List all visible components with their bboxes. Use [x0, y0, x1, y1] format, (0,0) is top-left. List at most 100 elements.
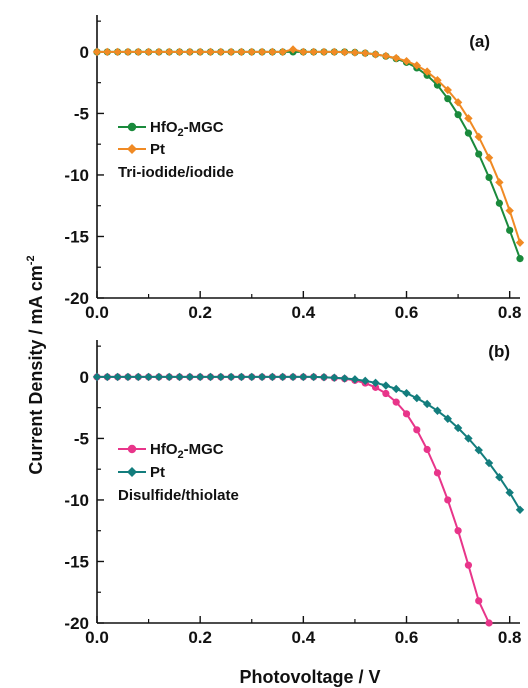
- data-point-b-pt: [206, 372, 215, 382]
- x-tick-label-b: 0.2: [188, 628, 212, 647]
- data-point-b-hfo2-mgc: [413, 426, 421, 434]
- data-point-b-pt: [123, 372, 133, 382]
- data-point-a-pt: [330, 47, 339, 57]
- y-tick-label-a: 0: [80, 43, 89, 62]
- legend-b-hfo2-marker: [127, 444, 137, 454]
- data-point-a-pt: [237, 47, 246, 57]
- legend-a-hfo2-label: HfO2-MGC: [150, 119, 224, 139]
- data-point-b-pt: [226, 372, 236, 382]
- data-point-a-pt: [154, 47, 164, 57]
- data-point-a-pt: [361, 48, 370, 58]
- panel-b-legend: HfO2-MGC Pt Disulfide/thiolate: [118, 441, 239, 504]
- data-point-a-pt: [299, 47, 308, 57]
- data-point-a-pt: [278, 47, 287, 57]
- data-point-a-pt: [443, 85, 452, 95]
- data-point-b-pt: [319, 372, 329, 382]
- data-point-b-pt: [484, 458, 494, 468]
- data-point-b-pt: [381, 381, 391, 390]
- y-tick-label-a: -10: [64, 166, 89, 185]
- data-point-b-pt: [422, 399, 432, 409]
- data-point-a-pt: [495, 178, 504, 187]
- data-point-a-hfo2-mgc: [485, 173, 493, 182]
- data-point-a-pt: [257, 47, 267, 57]
- data-point-b-pt: [433, 406, 442, 415]
- y-tick-label-b: -5: [74, 429, 89, 448]
- panel-b: 0 -5 -10 -15 -200.0 0.2 0.4 0.6 0.8 (b) HfO2-MGC…: [64, 340, 525, 647]
- data-point-b-pt: [144, 372, 153, 382]
- panel-a: 0 -5 -10 -15 -200.0 0.2 0.4 0.6 0.8 (a) HfO2-MGC…: [64, 15, 525, 322]
- data-point-b-pt: [103, 372, 112, 382]
- data-point-b-pt: [474, 445, 483, 455]
- data-point-b-pt: [330, 373, 339, 382]
- data-point-a-hfo2-mgc: [433, 81, 442, 89]
- data-point-a-pt: [185, 47, 195, 57]
- data-point-b-hfo2-mgc: [423, 445, 431, 454]
- legend-b-pt-marker: [127, 467, 137, 477]
- x-tick-label-a: 0.4: [292, 303, 316, 322]
- data-point-a-pt: [340, 47, 349, 57]
- data-point-a-pt: [113, 47, 122, 57]
- data-point-b-pt: [412, 393, 422, 403]
- data-point-a-pt: [216, 47, 226, 57]
- data-point-a-pt: [381, 51, 391, 61]
- data-point-a-pt: [422, 67, 432, 76]
- x-tick-label-a: 0.8: [498, 303, 522, 322]
- y-tick-label-a: -15: [64, 227, 89, 246]
- data-point-a-pt: [453, 98, 463, 107]
- panel-b-label: (b): [488, 342, 510, 361]
- x-tick-label-a: 0.6: [395, 303, 419, 322]
- x-axis-title: Photovoltage / V: [239, 667, 380, 687]
- data-point-b-hfo2-mgc: [475, 597, 483, 605]
- data-point-b-pt: [134, 372, 143, 382]
- data-point-b-pt: [216, 372, 226, 382]
- data-point-b-hfo2-mgc: [392, 398, 400, 406]
- data-point-b-pt: [278, 372, 287, 382]
- y-tick-label-b: -15: [64, 552, 89, 571]
- data-point-a-hfo2-mgc: [444, 95, 452, 103]
- data-point-b-pt: [195, 372, 205, 382]
- data-point-b-hfo2-mgc: [371, 383, 380, 391]
- x-tick-label-b: 0.0: [85, 628, 109, 647]
- data-point-b-pt: [154, 372, 164, 382]
- data-point-b-pt: [247, 372, 256, 382]
- data-point-a-pt: [433, 76, 442, 85]
- y-axis-title: Current Density / mA cm-2: [25, 255, 46, 474]
- data-point-b-hfo2-mgc: [433, 469, 442, 477]
- data-point-a-hfo2-mgc: [495, 199, 503, 207]
- data-point-b-hfo2-mgc: [444, 496, 452, 504]
- data-point-a-pt: [268, 47, 277, 57]
- panel-a-label: (a): [469, 32, 490, 51]
- data-point-b-pt: [443, 414, 452, 423]
- data-point-a-pt: [412, 61, 422, 70]
- x-tick-label-b: 0.6: [395, 628, 419, 647]
- data-point-b-pt: [92, 372, 102, 382]
- data-point-b-hfo2-mgc: [485, 619, 493, 627]
- y-tick-label-b: -10: [64, 491, 89, 510]
- panel-b-annotation: Disulfide/thiolate: [118, 487, 239, 504]
- data-point-a-pt: [371, 50, 380, 59]
- data-point-a-pt: [515, 238, 525, 247]
- data-point-a-pt: [309, 47, 318, 57]
- y-tick-label-a: -20: [64, 289, 89, 308]
- data-point-b-pt: [257, 372, 267, 382]
- panel-a-annotation: Tri-iodide/iodide: [118, 164, 234, 181]
- y-tick-label-a: -5: [74, 104, 89, 123]
- x-tick-label-a: 0.2: [188, 303, 212, 322]
- panel-a-plot: 0 -5 -10 -15 -200.0 0.2 0.4 0.6 0.8: [64, 15, 525, 322]
- data-point-b-pt: [402, 388, 411, 398]
- data-point-a-pt: [195, 47, 205, 57]
- data-point-a-pt: [123, 47, 133, 57]
- data-point-a-pt: [206, 47, 215, 57]
- data-point-b-pt: [515, 505, 525, 514]
- x-tick-label-b: 0.4: [292, 628, 316, 647]
- data-point-b-pt: [237, 372, 246, 382]
- legend-b-hfo2-label: HfO2-MGC: [150, 441, 224, 461]
- data-point-a-pt: [319, 47, 329, 57]
- data-point-b-pt: [350, 375, 360, 384]
- data-point-b-pt: [175, 372, 184, 382]
- data-point-b-hfo2-mgc: [382, 389, 390, 398]
- data-point-b-pt: [453, 423, 463, 433]
- data-point-a-hfo2-mgc: [475, 150, 483, 158]
- data-point-a-pt: [103, 47, 112, 57]
